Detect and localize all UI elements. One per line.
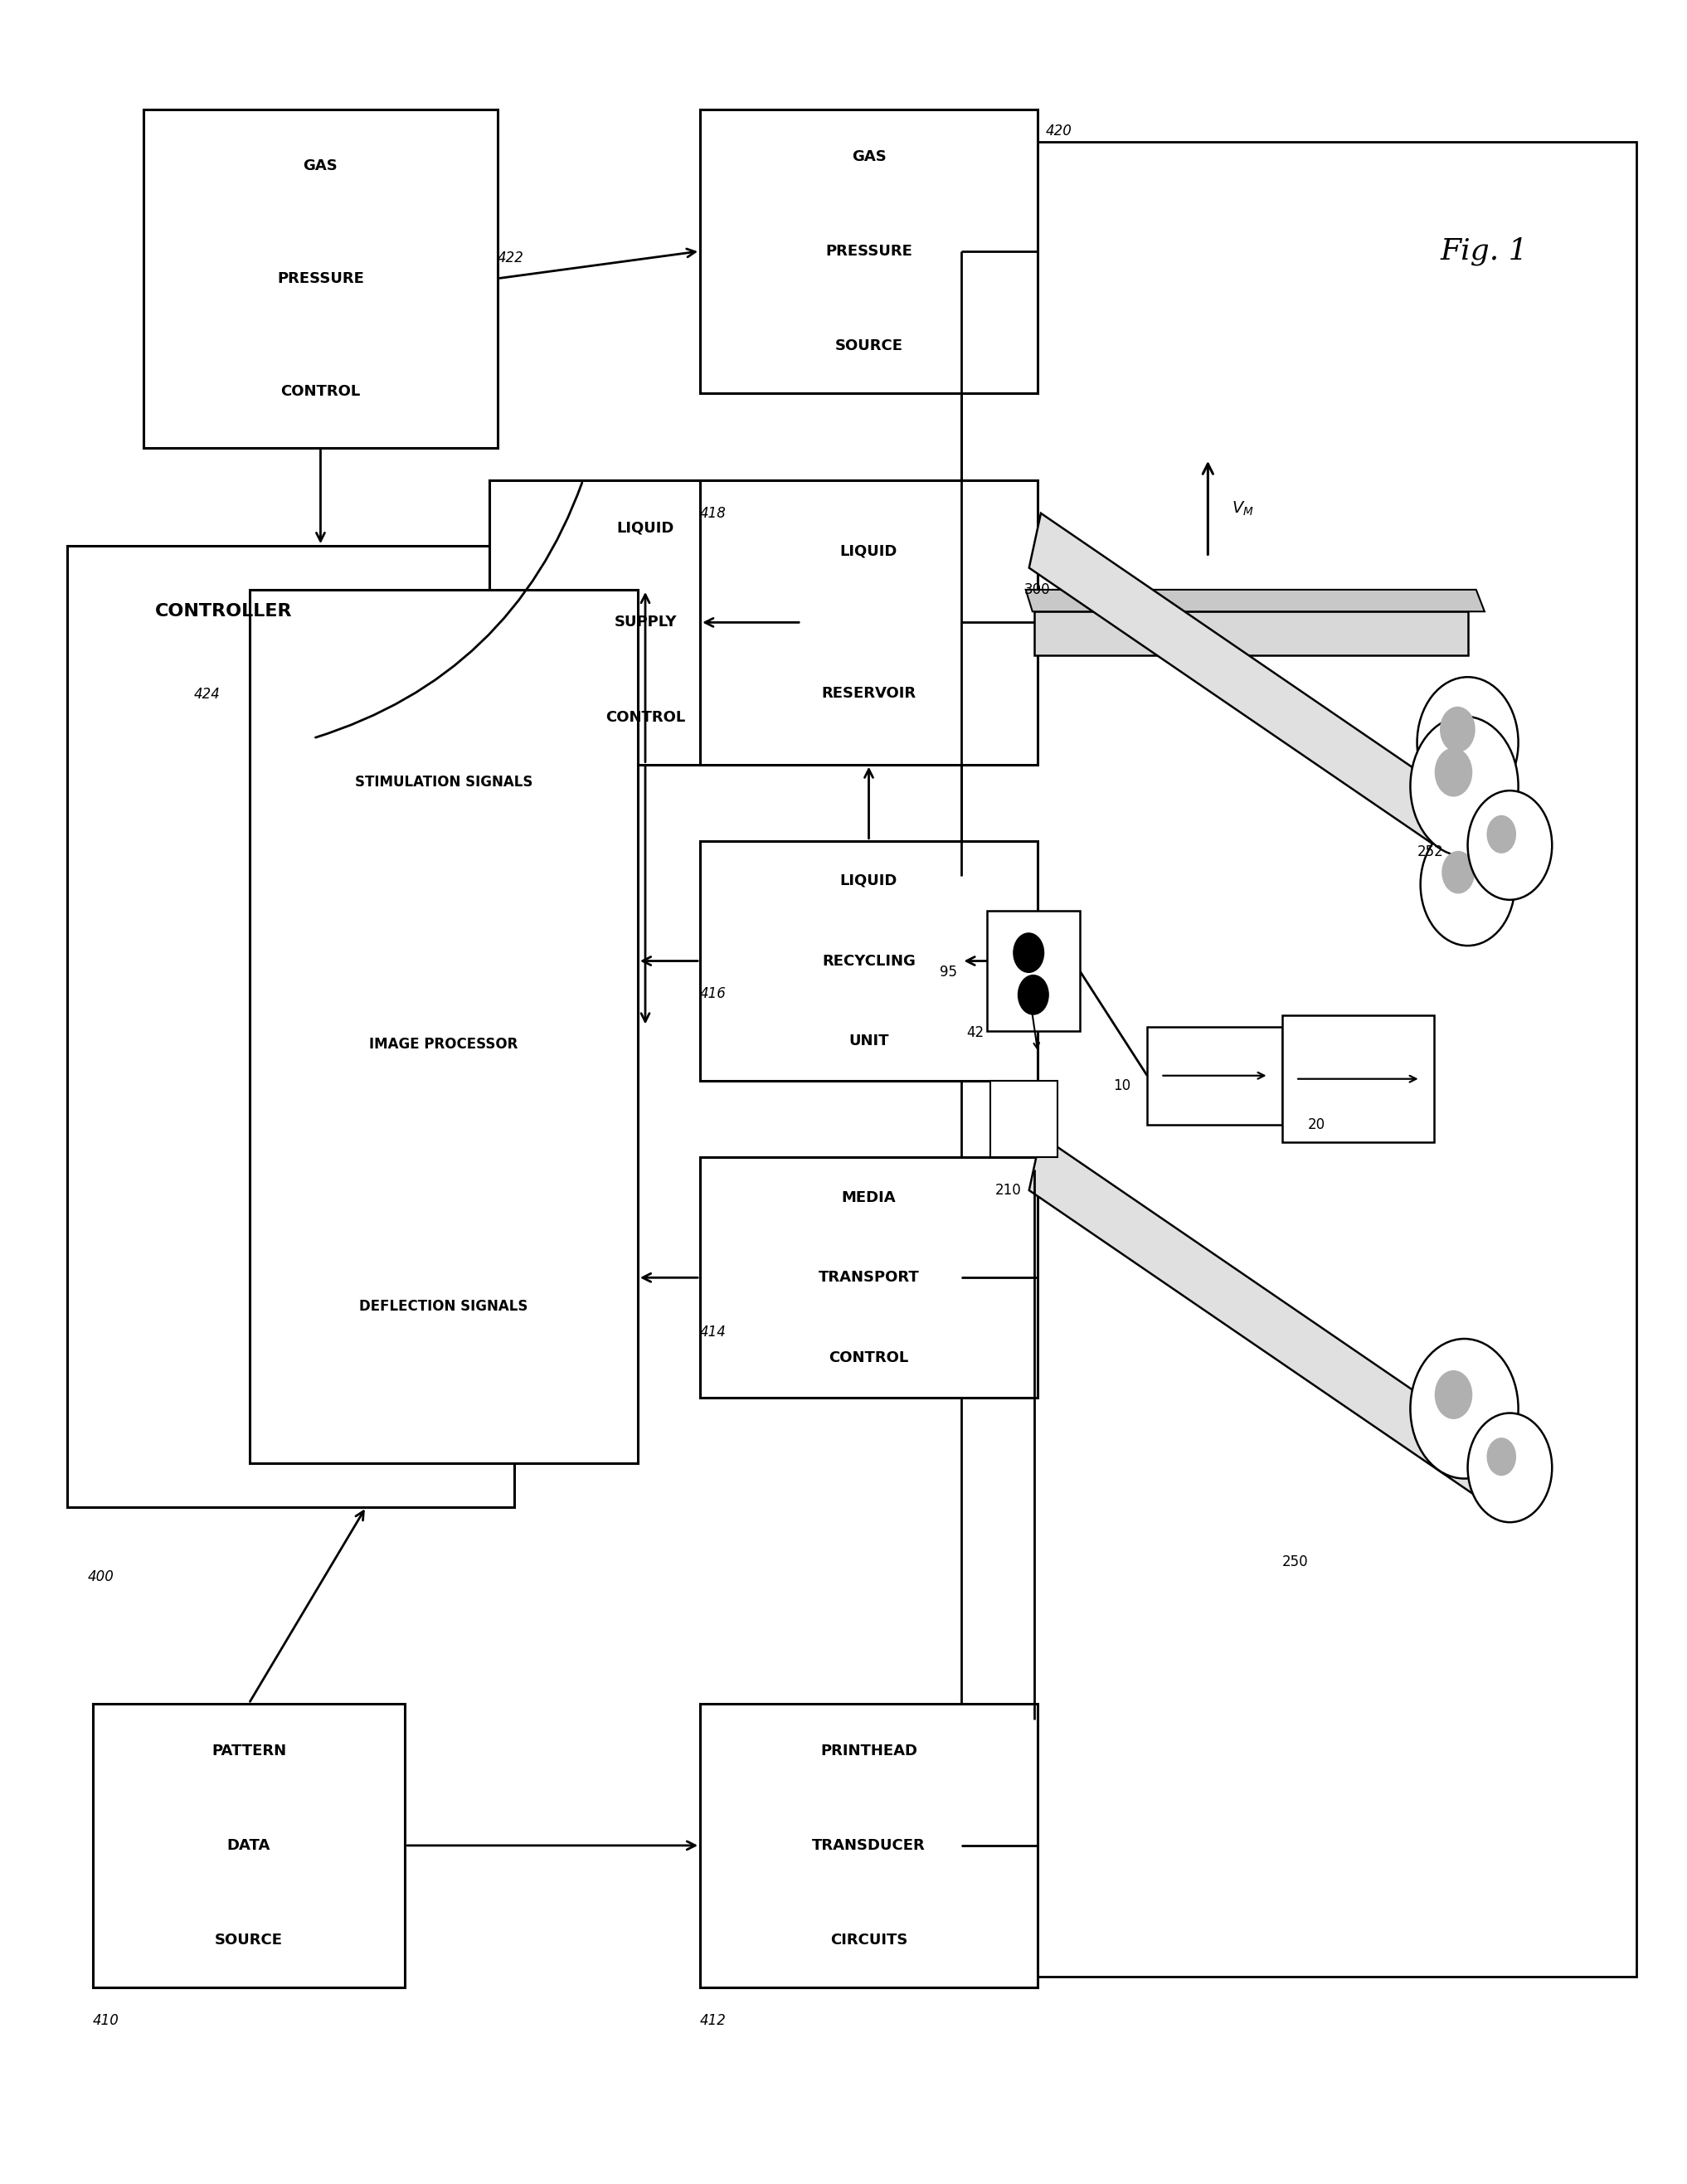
Circle shape [1420,823,1515,946]
Text: DATA: DATA [228,1839,270,1852]
Polygon shape [1034,612,1468,655]
Text: LIQUID: LIQUID [840,544,897,559]
Text: CONTROL: CONTROL [280,384,361,400]
Text: 95: 95 [940,965,957,978]
Circle shape [1014,933,1044,972]
Text: CONTROL: CONTROL [606,710,685,725]
Bar [700,109,1038,393]
Text: 424: 424 [194,688,221,701]
Text: CIRCUITS: CIRCUITS [830,1933,908,1948]
Bar [67,546,515,1507]
Bar [700,1158,1038,1398]
Text: 420: 420 [1046,124,1073,138]
Text: 400: 400 [88,1570,115,1583]
Text: 10: 10 [1113,1079,1130,1092]
Bar [700,480,1038,764]
Text: UNIT: UNIT [849,1033,889,1048]
Circle shape [1468,1413,1552,1522]
Polygon shape [1026,590,1485,612]
Text: Fig. 1: Fig. 1 [1441,236,1528,266]
Bar [700,841,1038,1081]
Text: 300: 300 [1024,583,1051,596]
Text: 414: 414 [700,1326,727,1339]
Polygon shape [1029,1136,1488,1496]
Circle shape [1410,1339,1518,1479]
Text: 416: 416 [700,987,727,1000]
Bar [250,590,638,1463]
Text: 250: 250 [1282,1555,1309,1568]
Circle shape [1439,705,1474,751]
Bar [489,480,801,764]
Text: CONTROL: CONTROL [828,1350,909,1365]
Text: DEFLECTION SIGNALS: DEFLECTION SIGNALS [359,1299,528,1313]
Circle shape [1486,1437,1517,1476]
Bar [143,109,498,448]
Circle shape [1417,677,1518,808]
Text: SOURCE: SOURCE [835,339,903,354]
Text: TRANSPORT: TRANSPORT [818,1271,919,1284]
Text: LIQUID: LIQUID [840,874,897,889]
Text: 42: 42 [967,1026,984,1040]
Text: SOURCE: SOURCE [214,1933,283,1948]
Text: RESERVOIR: RESERVOIR [822,686,916,701]
Text: RECYCLING: RECYCLING [822,954,916,968]
Bar [1147,1026,1282,1125]
Text: 210: 210 [995,1184,1022,1197]
Polygon shape [1029,513,1488,874]
Circle shape [1486,815,1517,854]
Text: IMAGE PROCESSOR: IMAGE PROCESSOR [369,1037,518,1051]
Text: 422: 422 [498,251,525,264]
Text: PRINTHEAD: PRINTHEAD [820,1743,918,1758]
Circle shape [1410,716,1518,856]
Circle shape [1434,1369,1473,1420]
Text: STIMULATION SIGNALS: STIMULATION SIGNALS [354,775,533,788]
Text: PATTERN: PATTERN [211,1743,287,1758]
Bar [1282,1016,1434,1142]
Text: $V_M$: $V_M$ [1232,500,1253,518]
Circle shape [1434,747,1473,797]
Bar [987,911,1080,1031]
Text: GAS: GAS [304,157,337,173]
Text: MEDIA: MEDIA [842,1190,896,1206]
Bar [962,142,1636,1977]
Text: 412: 412 [700,2014,727,2027]
Text: 410: 410 [93,2014,120,2027]
Text: GAS: GAS [852,149,886,164]
Circle shape [1468,791,1552,900]
Text: TRANSDUCER: TRANSDUCER [811,1839,926,1852]
Bar [93,1704,405,1987]
Text: CONTROLLER: CONTROLLER [155,603,292,620]
Text: SUPPLY: SUPPLY [614,616,676,629]
Text: 418: 418 [700,507,727,520]
Bar [990,1081,1058,1158]
Circle shape [1442,852,1474,893]
Text: PRESSURE: PRESSURE [825,245,913,258]
Text: LIQUID: LIQUID [616,520,675,535]
Text: PRESSURE: PRESSURE [277,271,364,286]
Text: 252: 252 [1417,845,1444,858]
Text: 20: 20 [1307,1118,1324,1131]
Circle shape [1017,974,1048,1013]
Bar [700,1704,1038,1987]
